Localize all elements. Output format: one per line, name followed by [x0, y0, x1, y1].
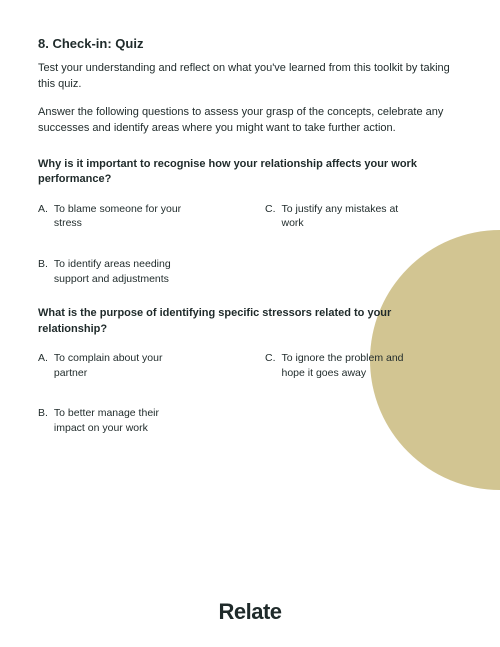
option-letter: A.	[38, 351, 48, 366]
question-2-options: A. To complain about your partner C. To …	[38, 351, 462, 436]
q2-option-a: A. To complain about your partner	[38, 351, 235, 380]
question-1-options: A. To blame someone for your stress C. T…	[38, 202, 462, 287]
option-letter: C.	[265, 202, 276, 217]
option-text: To identify areas needing support and ad…	[54, 257, 184, 286]
question-1: Why is it important to recognise how you…	[38, 157, 462, 188]
intro-paragraph-1: Test your understanding and reflect on w…	[38, 61, 462, 93]
option-text: To justify any mistakes at work	[282, 202, 412, 231]
q1-option-b: B. To identify areas needing support and…	[38, 257, 235, 286]
option-letter: C.	[265, 351, 276, 366]
brand-logo: Relate	[0, 599, 500, 625]
intro-paragraph-2: Answer the following questions to assess…	[38, 105, 462, 137]
page-title: 8. Check-in: Quiz	[38, 36, 462, 51]
q2-option-b: B. To better manage their impact on your…	[38, 406, 235, 435]
option-text: To ignore the problem and hope it goes a…	[282, 351, 412, 380]
option-text: To blame someone for your stress	[54, 202, 184, 231]
q1-option-a: A. To blame someone for your stress	[38, 202, 235, 231]
q2-option-c: C. To ignore the problem and hope it goe…	[265, 351, 462, 380]
question-2: What is the purpose of identifying speci…	[38, 306, 462, 337]
option-letter: A.	[38, 202, 48, 217]
q1-option-c: C. To justify any mistakes at work	[265, 202, 462, 231]
option-text: To complain about your partner	[54, 351, 184, 380]
option-letter: B.	[38, 257, 48, 272]
option-text: To better manage their impact on your wo…	[54, 406, 184, 435]
page-content: 8. Check-in: Quiz Test your understandin…	[0, 0, 500, 436]
option-letter: B.	[38, 406, 48, 421]
